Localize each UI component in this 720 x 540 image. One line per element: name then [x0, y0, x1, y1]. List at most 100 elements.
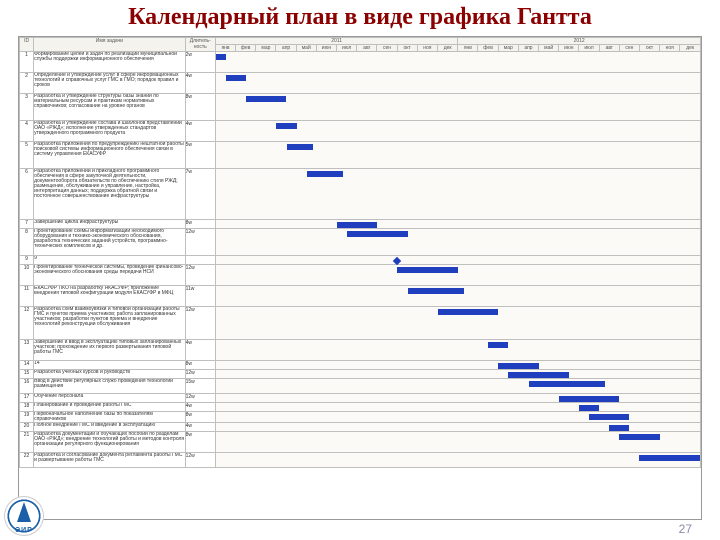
gantt-bar	[529, 381, 606, 387]
month-header: окт	[639, 45, 659, 52]
month-header: ноя	[417, 45, 437, 52]
table-row: 8Проектирование схемы информатизации нео…	[20, 229, 701, 256]
task-duration: 15w	[185, 379, 215, 394]
task-id: 17	[20, 394, 34, 403]
task-name: Первоначальное наполнение базы по показа…	[34, 412, 185, 423]
task-name: Проектирование технической системы, пров…	[34, 265, 185, 286]
task-bar-cell	[215, 220, 700, 229]
task-id: 22	[20, 453, 34, 468]
task-duration: 12w	[185, 265, 215, 286]
table-row: 18Планирование и проведение работы ГМС4w	[20, 403, 701, 412]
table-row: 12Разработка схем взаимоувязки и типовой…	[20, 307, 701, 340]
task-bar-cell	[215, 265, 700, 286]
task-bar-cell	[215, 142, 700, 169]
gantt-bar	[559, 396, 620, 402]
page-number: 27	[679, 522, 692, 536]
table-row: 3Разработка и утверждение структуры базы…	[20, 94, 701, 121]
table-row: 22Разработка и согласование документа ре…	[20, 453, 701, 468]
task-id: 16	[20, 379, 34, 394]
table-row: 17Обучение персонала12w	[20, 394, 701, 403]
task-name: Определение и утверждение услуг в сфере …	[34, 73, 185, 94]
task-bar-cell	[215, 423, 700, 432]
month-header: авг	[599, 45, 619, 52]
task-duration: 4w	[185, 73, 215, 94]
table-row: 14148w	[20, 361, 701, 370]
month-header: мар	[256, 45, 276, 52]
task-id: 9	[20, 256, 34, 265]
task-duration: 7w	[185, 169, 215, 220]
gantt-bar	[347, 231, 408, 237]
task-bar-cell	[215, 256, 700, 265]
logo-icon: ЭИР	[4, 496, 44, 536]
task-bar-cell	[215, 340, 700, 361]
month-header: июл	[337, 45, 357, 52]
task-name: Разработка приложений и прикладного прог…	[34, 169, 185, 220]
table-row: 20Полное внедрение ГМС и введение в эксп…	[20, 423, 701, 432]
gantt-bar	[307, 171, 343, 177]
task-name: 14	[34, 361, 185, 370]
gantt-bar	[438, 309, 499, 315]
gantt-bar	[216, 54, 226, 60]
task-duration: 8w	[185, 412, 215, 423]
gantt-header: IDИмя задачиДлитель- ность20112012янвфев…	[20, 38, 701, 52]
task-bar-cell	[215, 94, 700, 121]
month-header: янв	[458, 45, 478, 52]
gantt-bar	[639, 455, 700, 461]
task-duration: 5w	[185, 142, 215, 169]
task-bar-cell	[215, 361, 700, 370]
month-header: дек	[680, 45, 701, 52]
task-duration: 4w	[185, 403, 215, 412]
month-header: дек	[437, 45, 457, 52]
task-duration: 11w	[185, 286, 215, 307]
task-name: Разработка и согласование документа регл…	[34, 453, 185, 468]
table-row: 11ЕКАСУФР ПКО на разработку ЯКАСУФР; при…	[20, 286, 701, 307]
task-bar-cell	[215, 286, 700, 307]
table-row: 13Завершение и ввод в эксплуатацию типов…	[20, 340, 701, 361]
task-name: Разработка учебных курсов и руководств	[34, 370, 185, 379]
task-name: Разработка схем взаимоувязки и типовой о…	[34, 307, 185, 340]
col-duration_header: Длитель- ность	[185, 38, 215, 52]
gantt-bar	[488, 342, 508, 348]
gantt-bar	[619, 434, 659, 440]
month-header: май	[296, 45, 316, 52]
table-row: 5Разработка приложения по предупреждению…	[20, 142, 701, 169]
task-id: 18	[20, 403, 34, 412]
table-row: 99	[20, 256, 701, 265]
task-id: 5	[20, 142, 34, 169]
table-row: 16Ввод в действие регулярных служб прове…	[20, 379, 701, 394]
task-id: 7	[20, 220, 34, 229]
task-id: 12	[20, 307, 34, 340]
gantt-bar	[397, 267, 458, 273]
gantt-bar	[498, 363, 538, 369]
task-duration: 12w	[185, 453, 215, 468]
task-duration: 8w	[185, 361, 215, 370]
task-duration	[185, 256, 215, 265]
task-duration: 8w	[185, 432, 215, 453]
task-id: 14	[20, 361, 34, 370]
month-header: ноя	[660, 45, 680, 52]
task-name: ЕКАСУФР ПКО на разработку ЯКАСУФР; прило…	[34, 286, 185, 307]
task-id: 20	[20, 423, 34, 432]
task-bar-cell	[215, 432, 700, 453]
task-duration: 4w	[185, 121, 215, 142]
task-bar-cell	[215, 52, 700, 73]
month-header: окт	[397, 45, 417, 52]
task-duration: 12w	[185, 370, 215, 379]
table-row: 7Завершение цикла инфраструктуры8w	[20, 220, 701, 229]
gantt-bar	[226, 75, 246, 81]
task-id: 2	[20, 73, 34, 94]
gantt-bar	[579, 405, 599, 411]
month-header: сен	[619, 45, 639, 52]
task-duration: 12w	[185, 394, 215, 403]
task-id: 6	[20, 169, 34, 220]
month-header: сен	[377, 45, 397, 52]
gantt-table: IDИмя задачиДлитель- ность20112012янвфев…	[19, 37, 701, 468]
task-name: Разработка и утверждение состава и шабло…	[34, 121, 185, 142]
task-id: 11	[20, 286, 34, 307]
gantt-bar	[276, 123, 296, 129]
task-duration: 8w	[185, 220, 215, 229]
task-bar-cell	[215, 453, 700, 468]
table-row: 15Разработка учебных курсов и руководств…	[20, 370, 701, 379]
gantt-chart: IDИмя задачиДлитель- ность20112012янвфев…	[18, 36, 702, 520]
task-name: Разработка и утверждение структуры базы …	[34, 94, 185, 121]
